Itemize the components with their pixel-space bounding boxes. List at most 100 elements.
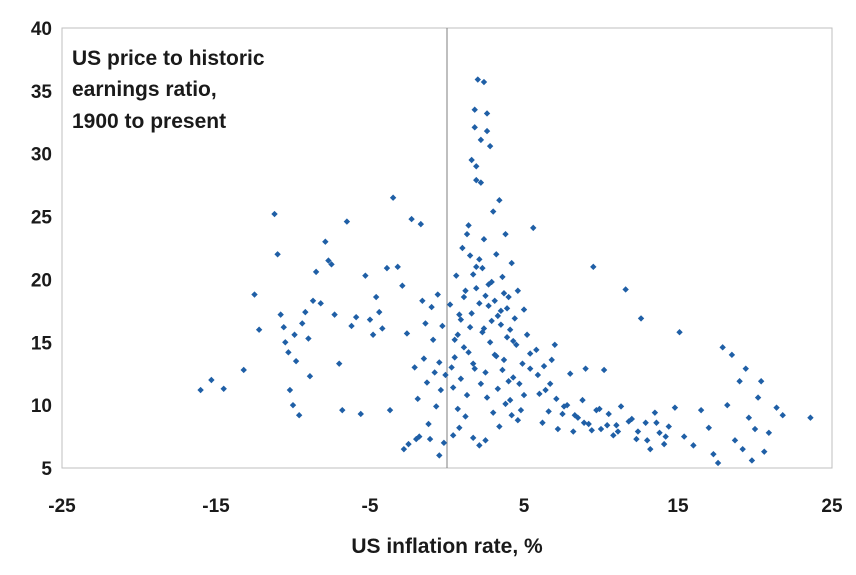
- data-point: [292, 357, 300, 365]
- data-point: [469, 360, 477, 367]
- data-point: [431, 369, 438, 376]
- data-point: [610, 432, 617, 439]
- data-point: [597, 425, 605, 433]
- data-point: [414, 395, 421, 403]
- data-point: [352, 313, 360, 321]
- data-point: [399, 282, 406, 289]
- data-point: [473, 176, 480, 184]
- data-point: [428, 303, 435, 311]
- data-point: [328, 261, 335, 268]
- data-point: [508, 259, 515, 267]
- data-point: [542, 386, 549, 394]
- data-point: [496, 197, 503, 204]
- data-point: [473, 163, 480, 170]
- x-tick-label: -5: [362, 496, 379, 517]
- data-point: [588, 427, 595, 434]
- data-point: [731, 437, 739, 444]
- data-point: [505, 378, 512, 385]
- data-point: [394, 263, 401, 271]
- data-point: [508, 412, 515, 419]
- data-point: [579, 396, 586, 404]
- data-point: [633, 435, 640, 443]
- data-point: [471, 365, 478, 372]
- data-point: [497, 321, 505, 328]
- data-point: [306, 373, 314, 380]
- data-point: [553, 395, 560, 403]
- data-point: [376, 308, 383, 316]
- data-point: [480, 325, 488, 332]
- data-point: [271, 210, 278, 218]
- data-point: [600, 366, 608, 374]
- data-point: [336, 360, 343, 367]
- x-tick-label: -25: [48, 496, 76, 517]
- data-point: [457, 375, 465, 382]
- data-point: [500, 356, 508, 364]
- data-point: [449, 384, 457, 391]
- data-point: [647, 445, 654, 453]
- data-point: [582, 365, 589, 372]
- data-point: [506, 326, 514, 333]
- data-point: [309, 297, 317, 304]
- data-point: [286, 386, 294, 394]
- chart-annotation-line-2: earnings ratio,: [72, 78, 217, 101]
- data-point: [523, 331, 531, 338]
- data-point: [439, 322, 446, 330]
- data-point: [482, 292, 489, 299]
- data-point: [348, 322, 355, 330]
- data-point: [422, 320, 429, 327]
- y-tick-label: 30: [31, 145, 52, 166]
- data-point: [436, 359, 443, 366]
- data-point: [449, 432, 457, 439]
- data-point: [446, 301, 454, 308]
- data-point: [736, 378, 743, 385]
- data-point: [454, 331, 461, 338]
- data-point: [745, 414, 753, 421]
- data-point: [539, 419, 546, 426]
- data-point: [486, 339, 494, 346]
- data-point: [580, 419, 588, 426]
- data-point: [420, 355, 428, 362]
- data-point: [567, 370, 574, 377]
- data-point: [560, 403, 568, 410]
- data-point: [434, 291, 441, 298]
- data-point: [362, 272, 369, 279]
- data-point: [476, 256, 483, 263]
- data-point: [479, 264, 486, 272]
- data-point: [448, 364, 455, 371]
- data-point: [280, 324, 287, 331]
- data-point: [379, 325, 386, 332]
- data-point: [456, 424, 463, 431]
- data-point: [757, 378, 765, 385]
- data-point: [476, 300, 483, 307]
- data-point: [386, 406, 394, 414]
- data-point: [765, 429, 773, 436]
- data-point: [613, 422, 620, 429]
- data-point: [514, 417, 522, 424]
- data-point: [625, 418, 632, 425]
- data-point: [274, 251, 281, 258]
- data-point: [285, 349, 292, 356]
- data-point: [476, 442, 483, 449]
- data-point: [400, 445, 408, 453]
- data-point: [807, 414, 814, 421]
- x-tick-label: 25: [821, 496, 843, 517]
- data-point: [220, 385, 227, 392]
- data-point: [462, 287, 469, 294]
- data-point: [471, 106, 478, 113]
- data-point: [437, 386, 445, 394]
- data-point: [289, 401, 297, 409]
- data-point: [510, 337, 517, 345]
- data-point: [574, 414, 582, 421]
- data-point: [477, 179, 485, 186]
- data-point: [339, 406, 346, 414]
- data-point: [322, 238, 329, 245]
- data-point: [690, 442, 697, 449]
- data-point: [416, 433, 423, 440]
- y-axis-ticks: 5 10 15 20 25 30 35 40: [31, 19, 53, 480]
- data-point: [622, 286, 629, 293]
- data-point: [596, 405, 603, 413]
- y-tick-label: 35: [31, 82, 53, 103]
- data-point: [500, 290, 508, 297]
- data-point: [491, 297, 498, 304]
